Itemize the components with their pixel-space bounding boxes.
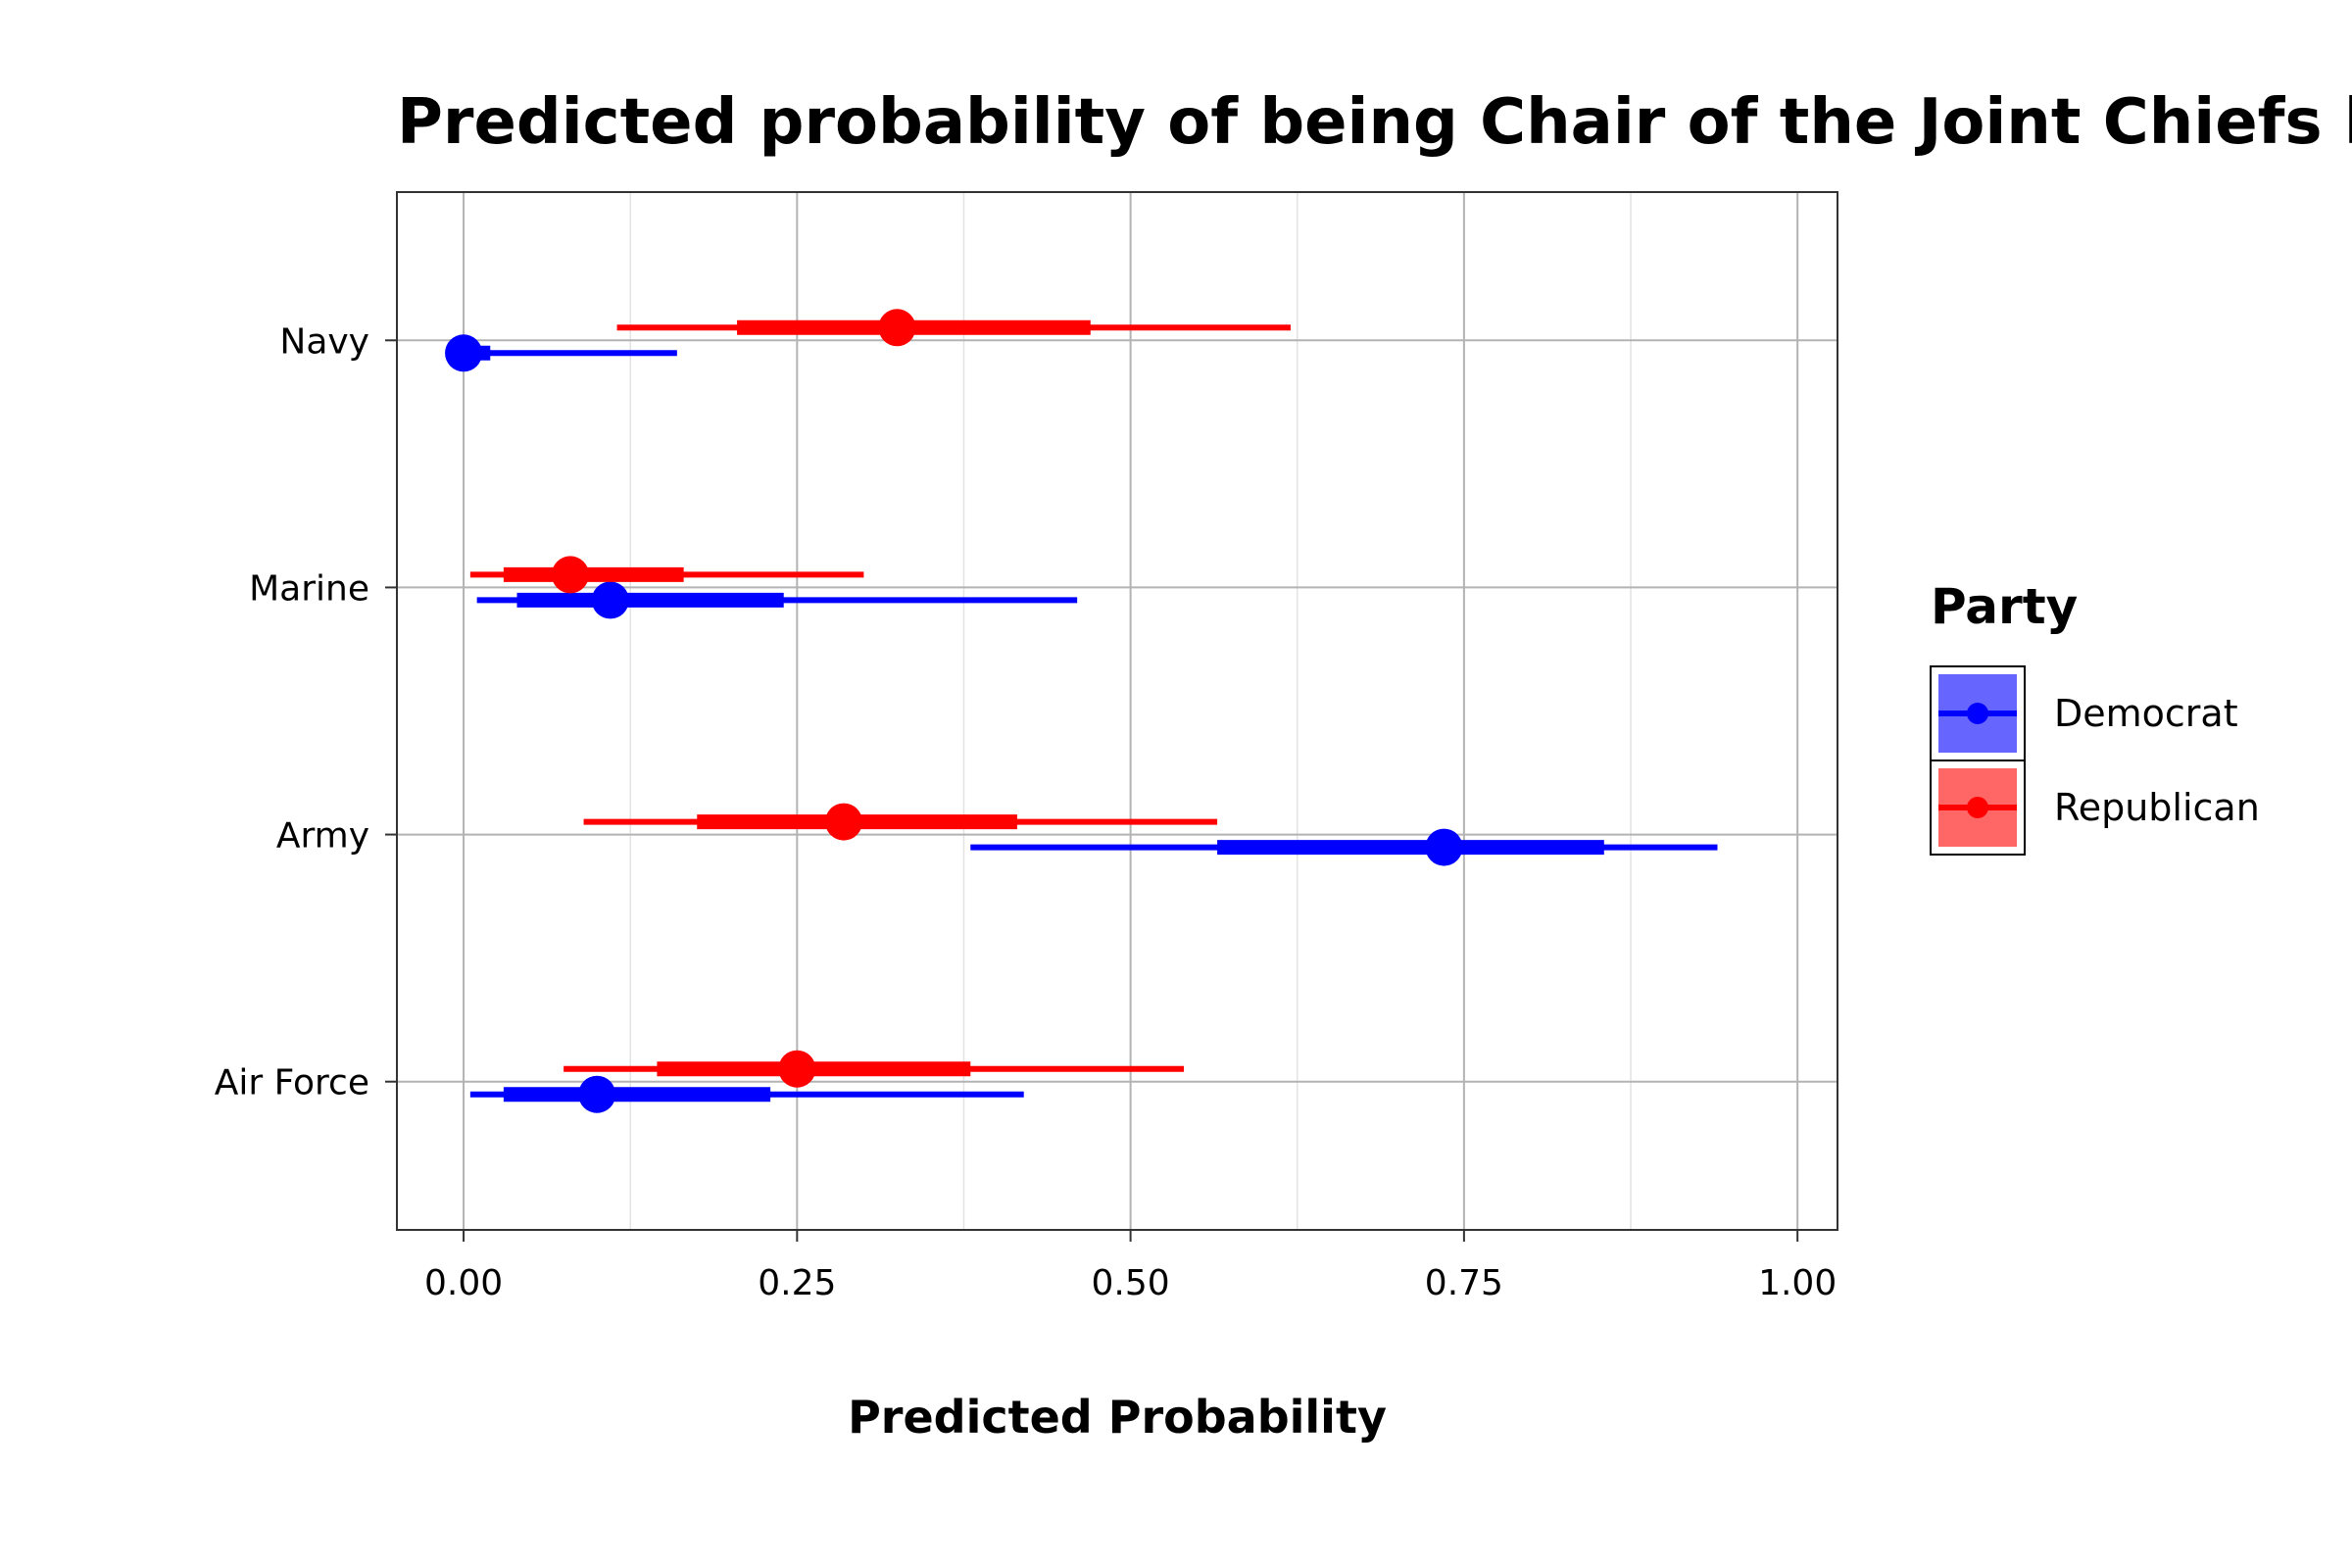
point-estimate-democrat (578, 1075, 616, 1113)
chart-title: Predicted probability of being Chair of … (397, 86, 2352, 159)
plot-panel (396, 191, 1838, 1231)
point-estimate-democrat (1425, 828, 1463, 866)
y-axis: Navy Marine Army Air Force (215, 321, 397, 1103)
legend-label-republican: Republican (2054, 786, 2260, 829)
y-tick-label: Marine (249, 568, 369, 609)
point-estimate-republican (778, 1050, 816, 1088)
x-tick-label: 0.25 (758, 1263, 836, 1303)
y-tick-label: Army (276, 816, 369, 857)
point-estimate-democrat (591, 581, 629, 619)
x-tick-label: 0.75 (1425, 1263, 1503, 1303)
x-tick-label: 0.00 (424, 1263, 503, 1303)
legend-label-democrat: Democrat (2054, 692, 2238, 735)
point-estimate-democrat (445, 334, 483, 372)
legend-key-point (1967, 703, 1988, 724)
plot-border (396, 191, 1838, 1231)
plot-marks (445, 309, 1718, 1113)
x-tick-label: 0.50 (1092, 1263, 1170, 1303)
point-estimate-republican (824, 803, 862, 841)
y-tick-label: Navy (279, 321, 369, 362)
point-estimate-republican (551, 556, 589, 594)
legend-title: Party (1931, 578, 2078, 635)
x-tick-label: 1.00 (1758, 1263, 1837, 1303)
legend-key-point (1967, 797, 1988, 818)
x-axis-title: Predicted Probability (848, 1391, 1387, 1444)
point-estimate-republican (878, 309, 916, 347)
x-axis: 0.00 0.25 0.50 0.75 1.00 (424, 1230, 1837, 1303)
legend: Party Democrat Republican (1930, 578, 2260, 856)
y-tick-label: Air Force (215, 1063, 369, 1103)
